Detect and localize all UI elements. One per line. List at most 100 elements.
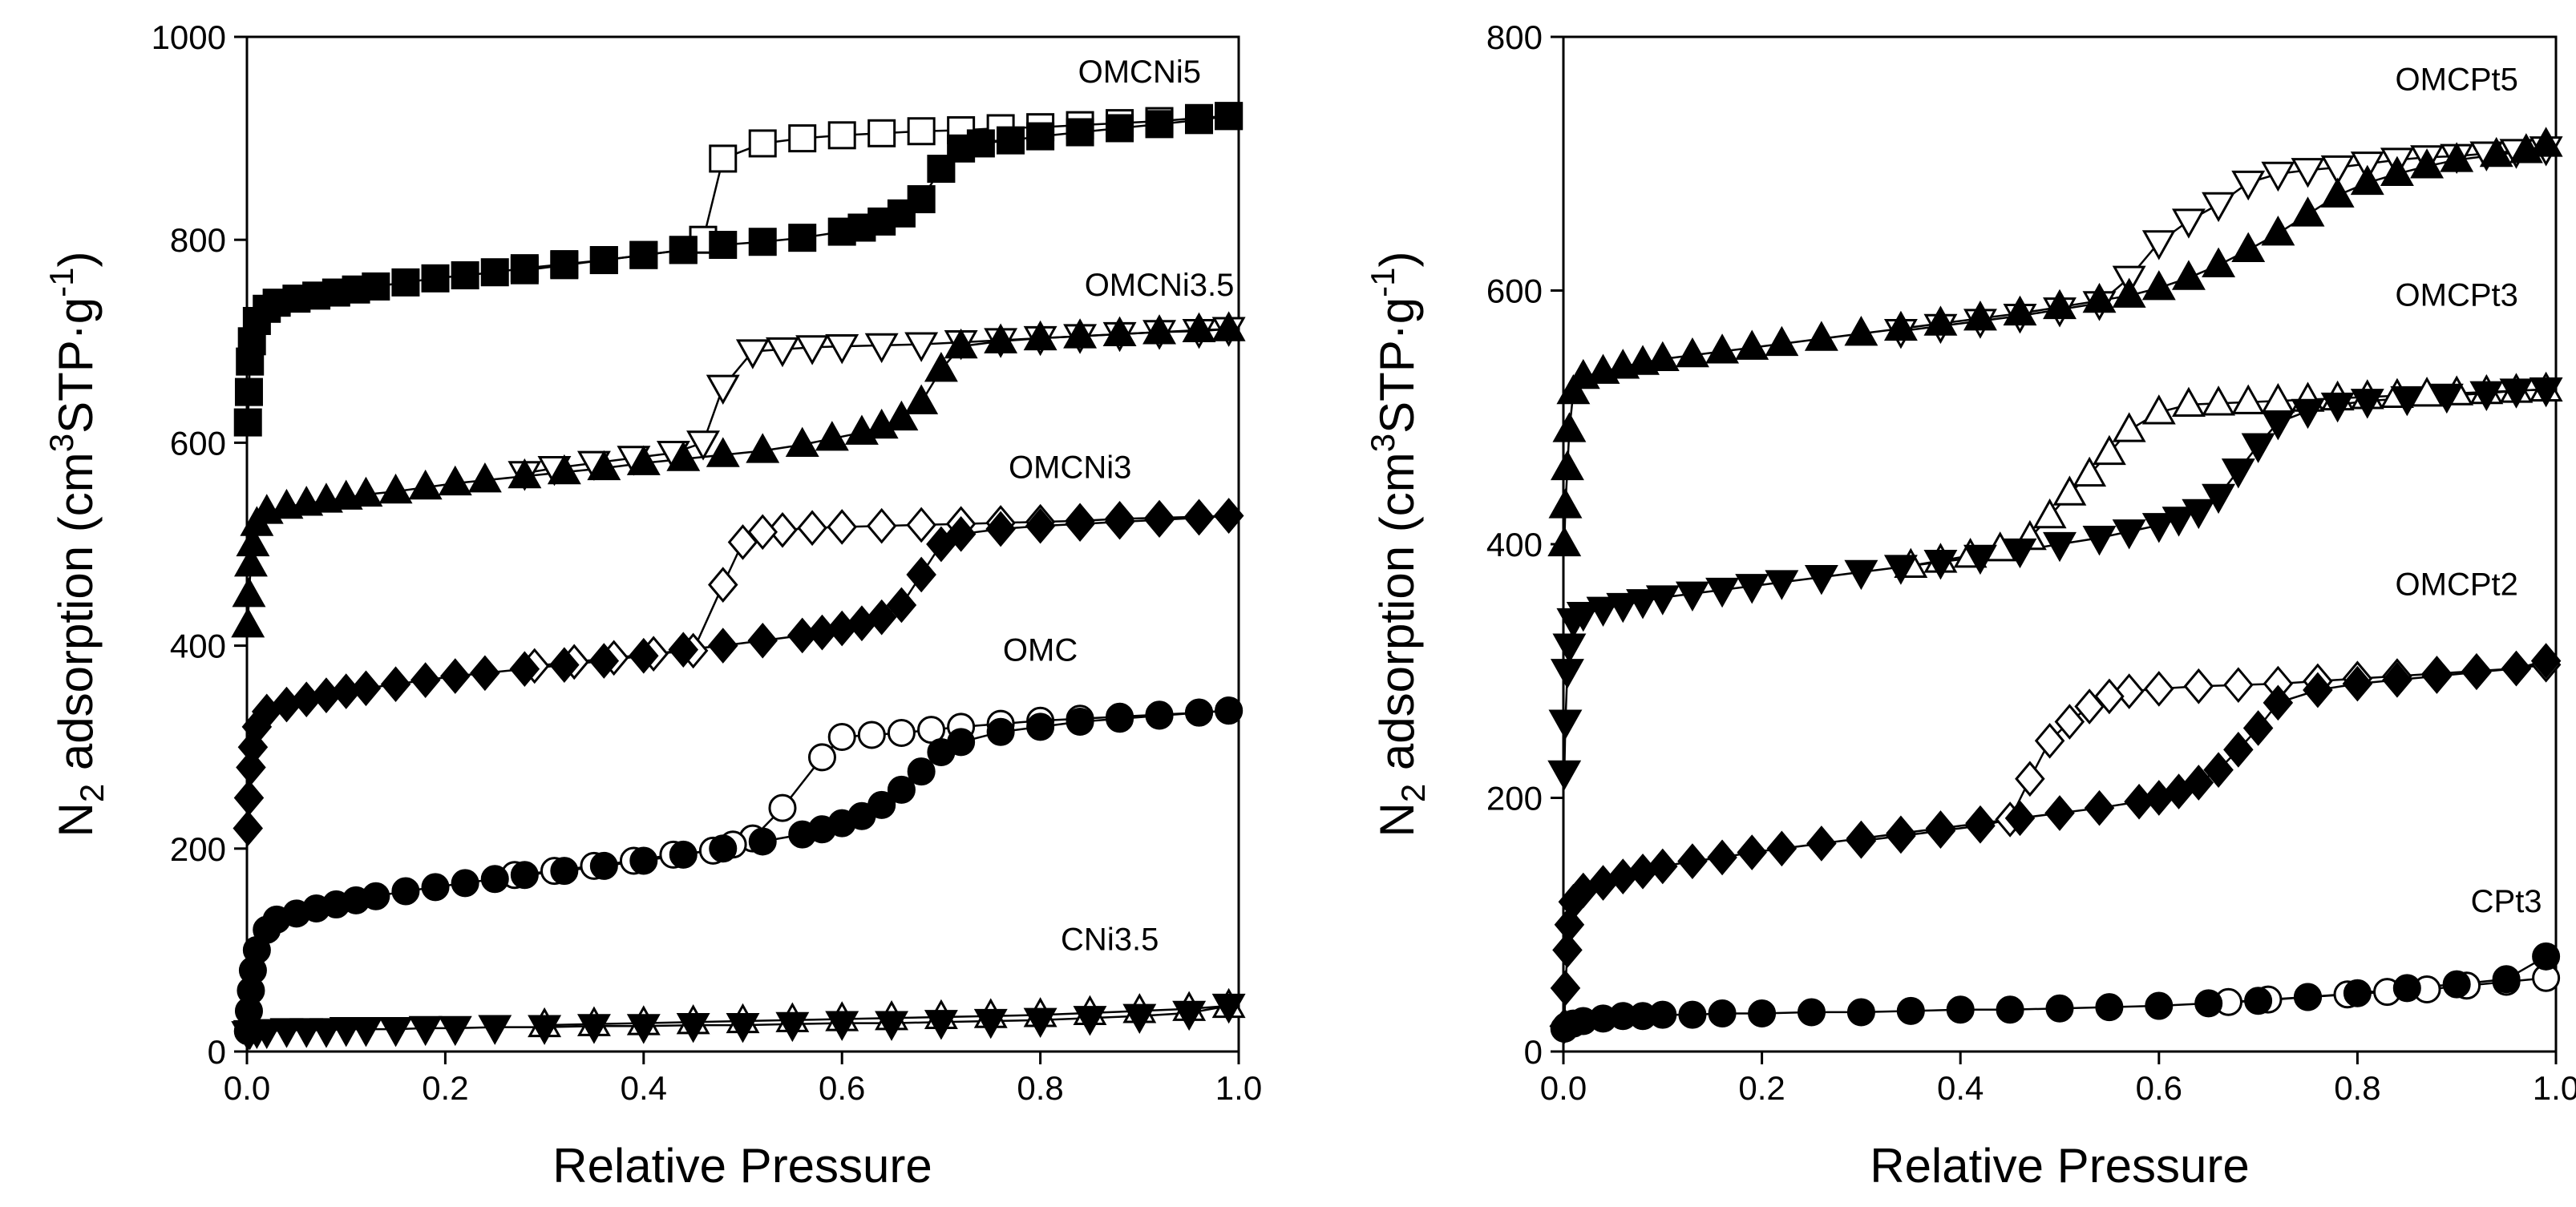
data-point-desorption [788, 124, 817, 153]
data-point-adsorption [1804, 321, 1838, 351]
data-point-adsorption [2244, 987, 2273, 1015]
data-point-adsorption [867, 790, 896, 819]
data-point-adsorption [1185, 106, 1214, 135]
data-point-adsorption [589, 246, 618, 275]
data-point-adsorption [1552, 932, 1583, 968]
x-tick-label: 0.0 [1540, 1069, 1587, 1107]
data-point-adsorption [470, 655, 500, 692]
data-point-adsorption [1798, 998, 1826, 1027]
data-point-desorption [2032, 498, 2067, 529]
data-point-adsorption [587, 450, 621, 481]
data-point-desorption [867, 119, 896, 147]
data-point-adsorption [1145, 701, 1174, 730]
data-point-adsorption [408, 1015, 443, 1047]
data-point-desorption [887, 718, 916, 747]
data-point-adsorption [2350, 164, 2384, 196]
data-point-desorption [2202, 386, 2236, 416]
series-OMCPt5: OMCPt5 [1547, 62, 2563, 557]
data-point-adsorption [510, 254, 539, 283]
data-point-adsorption [2082, 525, 2117, 556]
left-marks: OMCNi5 OMCNi3.5 OMCNi3 OMC CNi3.5 [231, 54, 1246, 1052]
data-point-adsorption [1182, 312, 1216, 342]
data-point-adsorption [1804, 565, 1838, 595]
series-OMCNi3.5: OMCNi3.5 [231, 268, 1246, 638]
data-point-adsorption [1104, 503, 1135, 540]
data-point-adsorption [1677, 843, 1708, 879]
data-point-adsorption [2350, 389, 2384, 419]
data-point-adsorption [2529, 127, 2563, 157]
data-point-adsorption [1648, 848, 1678, 885]
data-point-desorption [2034, 722, 2065, 759]
y-tick-label: 600 [1486, 272, 1543, 310]
data-point-adsorption [1554, 906, 1585, 943]
left-x-axis-title: Relative Pressure [552, 1139, 932, 1193]
series-label: OMCNi5 [1078, 54, 1201, 90]
data-point-desorption [864, 333, 899, 364]
right-marks: OMCPt5 OMCPt3 OMCPt2 CPt3 [1547, 62, 2563, 1044]
data-point-adsorption [1846, 820, 1877, 857]
data-point-adsorption [1883, 310, 1918, 341]
data-point-adsorption [2530, 643, 2562, 679]
data-point-adsorption [1606, 592, 1640, 624]
data-point-adsorption [669, 236, 698, 264]
x-tick-label: 0.0 [224, 1069, 270, 1107]
data-point-adsorption [232, 577, 266, 608]
data-point-adsorption [1023, 1007, 1057, 1039]
x-tick-label: 0.2 [1738, 1069, 1785, 1107]
series-OMCNi5: OMCNi5 [233, 54, 1244, 437]
data-point-desorption [807, 743, 836, 772]
data-point-adsorption [236, 526, 270, 557]
data-point-adsorption [2320, 392, 2355, 423]
series-label: OMCPt3 [2396, 277, 2518, 313]
data-point-desorption [2144, 671, 2174, 707]
data-point-adsorption [1846, 998, 1875, 1027]
data-point-adsorption [2261, 216, 2295, 246]
series-OMCNi3: OMCNi3 [233, 450, 1244, 846]
data-point-adsorption [2429, 383, 2464, 414]
data-point-adsorption [984, 323, 1018, 353]
data-point-desorption [747, 514, 778, 551]
x-tick-label: 0.4 [621, 1069, 667, 1107]
data-point-adsorption [973, 1008, 1008, 1039]
data-point-adsorption [269, 1018, 304, 1048]
data-point-desorption [2223, 667, 2254, 703]
data-point-adsorption [1073, 1006, 1107, 1036]
series-label: CNi3.5 [1061, 922, 1159, 957]
data-point-adsorption [234, 377, 263, 406]
data-point-adsorption [706, 437, 740, 467]
data-point-adsorption [1144, 502, 1175, 538]
data-point-adsorption [944, 328, 978, 359]
data-point-adsorption [1705, 333, 1740, 364]
data-point-adsorption [1550, 659, 1584, 689]
x-tick-label: 0.6 [2136, 1069, 2182, 1107]
data-point-adsorption [1026, 122, 1055, 151]
data-point-adsorption [576, 1014, 611, 1044]
data-point-desorption [2231, 384, 2266, 414]
data-point-adsorption [362, 882, 390, 910]
data-point-adsorption [329, 1017, 363, 1048]
data-point-adsorption [478, 1015, 512, 1045]
data-point-desorption [708, 567, 738, 603]
data-point-desorption [748, 129, 777, 158]
data-point-desorption [906, 507, 936, 543]
data-point-adsorption [1213, 498, 1244, 534]
data-point-adsorption [2492, 965, 2521, 994]
data-point-adsorption [2294, 983, 2322, 1011]
x-tick-label: 0.8 [1017, 1069, 1063, 1107]
data-point-adsorption [467, 462, 502, 493]
data-point-adsorption [1708, 999, 1737, 1028]
data-point-adsorption [884, 400, 919, 431]
data-point-adsorption [2343, 979, 2372, 1007]
data-point-adsorption [1548, 488, 1583, 519]
data-point-adsorption [2261, 410, 2295, 441]
data-point-adsorption [349, 1017, 383, 1048]
data-point-desorption [767, 511, 798, 548]
data-point-adsorption [1707, 839, 1737, 876]
data-point-adsorption [746, 433, 780, 463]
data-point-adsorption [2242, 710, 2274, 746]
data-point-adsorption [2112, 277, 2146, 308]
data-point-adsorption [1550, 970, 1581, 1007]
data-point-adsorption [349, 476, 383, 507]
data-point-adsorption [2183, 765, 2214, 801]
data-point-adsorption [1675, 337, 1709, 368]
